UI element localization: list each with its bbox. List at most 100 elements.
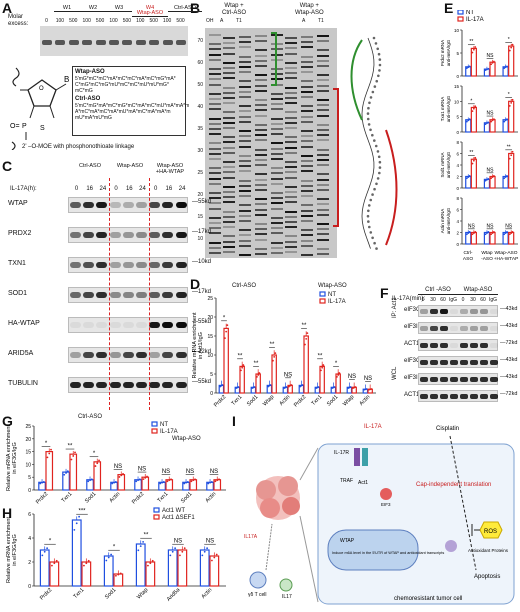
x-tick-label: Wtap-ASO	[495, 250, 518, 256]
gel-b-band	[317, 49, 329, 52]
blot-c-band	[175, 352, 187, 358]
blot-f-band	[430, 377, 438, 382]
gel-b-band	[209, 252, 221, 254]
rna-nucleotide	[378, 63, 382, 67]
x-tick-label: -ASO	[481, 256, 493, 262]
blot-c-strip	[68, 257, 188, 273]
gel-b-band	[239, 60, 251, 63]
blot-c-strip	[68, 287, 188, 303]
data-point	[336, 375, 338, 378]
gel-b-band	[209, 241, 221, 244]
blot-f-band	[420, 343, 428, 348]
x-tick-label: Actin	[279, 394, 292, 407]
gel-b-band	[255, 99, 267, 101]
antioxidant-proteins	[445, 540, 457, 552]
gel-b-band	[271, 122, 283, 125]
data-point	[85, 562, 88, 565]
gel-b-band	[223, 221, 235, 223]
x-tick-label: Arid5a	[166, 587, 182, 603]
gel-b-band	[301, 110, 313, 113]
gel-b-band	[271, 216, 283, 219]
blot-f-band	[420, 326, 428, 331]
chart-d: 0 5 10 15 20 25 Relative mRNA enrichment in Act…	[192, 291, 376, 409]
gel-b-lane-label: T1	[318, 18, 324, 24]
data-point	[122, 472, 124, 475]
gel-b-band	[223, 191, 235, 193]
data-point	[135, 480, 138, 483]
blot-c-strip	[68, 347, 188, 363]
y-tick-label: 25	[207, 296, 213, 302]
gel-b-band	[223, 102, 235, 105]
significance-label: NS	[284, 372, 292, 378]
y-axis-label: anti-m6A/IgG	[446, 95, 451, 122]
data-point	[207, 482, 210, 485]
gel-b-band	[285, 72, 297, 75]
gel-b-band	[239, 36, 251, 38]
gel-b-band	[255, 134, 267, 137]
gel-b-band	[255, 173, 267, 176]
data-point	[240, 369, 242, 372]
data-point	[490, 177, 493, 180]
blot-f-band	[470, 394, 478, 399]
blot-c-group: Ctrl-ASO	[79, 163, 101, 169]
gel-b-band	[239, 135, 251, 138]
oligo-group-label: Ctrl-ASO	[168, 5, 202, 12]
data-point	[41, 481, 43, 484]
gel-b-lane-label: A	[220, 18, 224, 24]
blot-c-band	[149, 292, 161, 298]
data-point	[179, 554, 181, 557]
gel-a-band	[42, 40, 52, 45]
significance-label: **	[302, 323, 307, 329]
act1-label: Act1	[358, 480, 368, 486]
molar-excess-values: 0 100 500 100 500 100 500 100 500 100 500	[40, 18, 188, 26]
gel-b-band	[239, 140, 251, 143]
data-point	[468, 65, 471, 68]
significance-label: NS	[487, 53, 495, 59]
blot-f-band	[430, 394, 438, 399]
panel-letter-i: I	[232, 413, 236, 429]
gel-b-band	[271, 128, 283, 130]
blot-c-kd: —55kd	[192, 319, 212, 325]
blot-c-band	[70, 352, 81, 358]
gel-b-band	[255, 247, 267, 250]
y-tick-label: 15	[25, 450, 31, 456]
eif3-label: EIF3	[381, 502, 391, 507]
gel-b-band	[223, 42, 235, 45]
legend-label: NT	[466, 10, 474, 16]
rna-secondary-structure	[350, 36, 398, 250]
ladder-mark: 60	[197, 60, 203, 66]
gel-b-band	[209, 152, 221, 155]
gel-b-band	[317, 178, 329, 181]
data-point	[484, 233, 487, 236]
rna-nucleotide	[374, 42, 378, 45]
gel-b-band	[209, 103, 221, 106]
blot-c-time: 0	[74, 186, 79, 192]
gel-b-band	[301, 145, 313, 148]
y-tick-label: 20	[25, 437, 31, 443]
y-axis-label: in eIF3G/IgG	[12, 442, 18, 474]
blot-c-band	[109, 382, 121, 388]
data-point	[503, 67, 506, 70]
gel-b-band	[317, 148, 329, 151]
data-point	[42, 481, 45, 483]
gel-b-band	[285, 166, 297, 169]
gel-b-band	[223, 111, 235, 114]
data-point	[467, 119, 470, 122]
blot-f-band	[480, 360, 488, 365]
gel-b-band	[239, 220, 251, 222]
blot-f-band	[440, 394, 448, 399]
data-point	[53, 562, 56, 565]
significance-label: *	[49, 539, 52, 545]
blot-c-band	[96, 382, 108, 388]
y-axis-label: in eIF3G/IgG	[12, 534, 18, 566]
gel-b-band	[271, 103, 283, 106]
chart-g: 0 5 10 15 20 25 Relative mRNA enrichment in eIF…	[6, 421, 226, 506]
il17r-receptor	[354, 448, 360, 466]
blot-f-band	[440, 377, 448, 382]
blot-f-band	[480, 343, 488, 348]
blot-f-band	[480, 326, 488, 331]
blot-c-row-label: PRDX2	[8, 230, 32, 237]
gel-b-band	[255, 40, 267, 43]
gel-b-band	[285, 226, 297, 229]
